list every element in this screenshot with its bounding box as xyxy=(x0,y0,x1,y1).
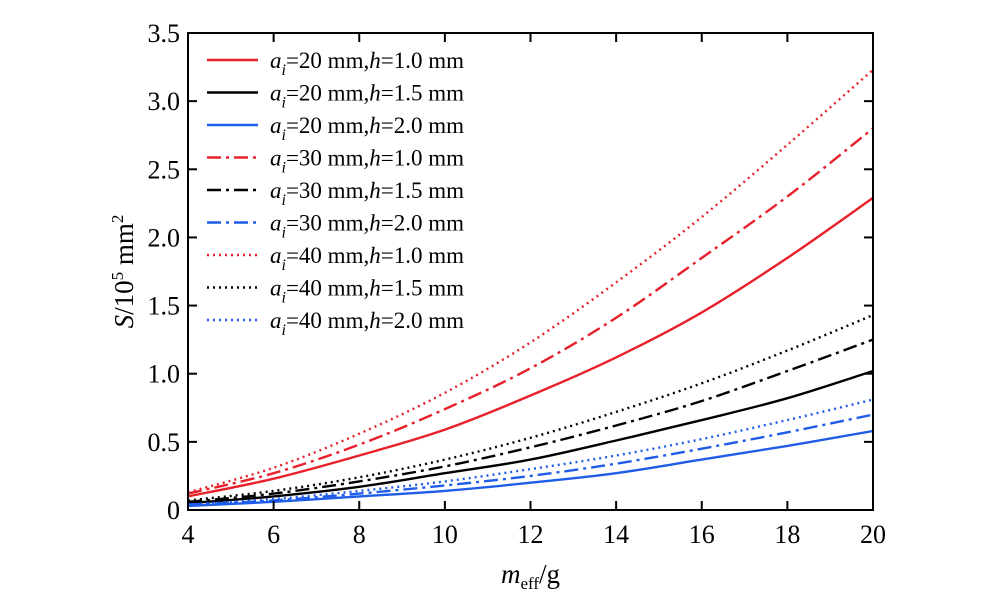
y-tick-label-3: 1.0 xyxy=(148,360,181,389)
x-tick-label-1: 4 xyxy=(182,520,195,549)
legend-item-9: ai=40 mm,h=2.0 mm xyxy=(207,308,464,339)
y-axis-label-unit: mm xyxy=(109,223,139,272)
legend-label-4: ai=30 mm,h=1.0 mm xyxy=(270,146,464,177)
legend-item-3: ai=20 mm,h=2.0 mm xyxy=(207,113,464,144)
x-axis-label-main: m xyxy=(501,559,521,589)
legend-item-5: ai=30 mm,h=1.5 mm xyxy=(207,178,464,209)
series-layer xyxy=(187,68,874,508)
y-tick-label-1: 0 xyxy=(167,496,180,525)
legend-label-5: ai=30 mm,h=1.5 mm xyxy=(270,178,464,209)
legend-item-6: ai=30 mm,h=2.0 mm xyxy=(207,211,464,242)
legend-label-6: ai=30 mm,h=2.0 mm xyxy=(270,211,464,242)
x-tick-label-4: 10 xyxy=(432,520,458,549)
series-line-5 xyxy=(187,338,874,503)
ticks-layer: 4 6 8 10 12 14 16 18 20 0 0.5 1.0 1.5 2.0 2.5 3.0 3.5 xyxy=(148,19,887,549)
series-line-1 xyxy=(187,196,874,498)
series-line-4 xyxy=(187,127,874,495)
legend-item-2: ai=20 mm,h=1.5 mm xyxy=(207,81,464,112)
series-line-3 xyxy=(187,429,874,508)
x-axis-label: meff/g xyxy=(501,559,560,593)
legend-item-7: ai=40 mm,h=1.0 mm xyxy=(207,243,464,274)
x-tick-label-7: 16 xyxy=(689,520,715,549)
legend-label-1: ai=20 mm,h=1.0 mm xyxy=(270,48,464,79)
x-tick-label-5: 12 xyxy=(518,520,544,549)
legend-label-9: ai=40 mm,h=2.0 mm xyxy=(270,308,464,339)
legend-item-8: ai=40 mm,h=1.5 mm xyxy=(207,276,464,307)
y-tick-label-8: 3.5 xyxy=(148,19,181,48)
y-tick-label-6: 2.5 xyxy=(148,155,181,184)
series-line-7 xyxy=(187,68,874,494)
series-line-6 xyxy=(187,413,874,506)
series-line-2 xyxy=(187,369,874,505)
legend-item-1: ai=20 mm,h=1.0 mm xyxy=(207,48,464,79)
series-line-8 xyxy=(187,313,874,502)
legend-label-7: ai=40 mm,h=1.0 mm xyxy=(270,243,464,274)
x-tick-label-8: 18 xyxy=(774,520,800,549)
x-tick-label-3: 8 xyxy=(353,520,366,549)
y-axis-label-mid: /10 xyxy=(109,280,139,315)
y-axis-label: S/105 mm2 xyxy=(108,215,139,329)
y-tick-label-2: 0.5 xyxy=(148,428,181,457)
legend-label-3: ai=20 mm,h=2.0 mm xyxy=(270,113,464,144)
x-axis-label-sub: eff xyxy=(520,574,539,593)
legend-label-8: ai=40 mm,h=1.5 mm xyxy=(270,276,464,307)
x-tick-label-6: 14 xyxy=(603,520,629,549)
legend-label-2: ai=20 mm,h=1.5 mm xyxy=(270,81,464,112)
y-axis-label-sup1: 5 xyxy=(108,272,127,281)
y-axis-label-main: S xyxy=(109,314,139,328)
legend-item-4: ai=30 mm,h=1.0 mm xyxy=(207,146,464,177)
x-axis-label-unit: /g xyxy=(539,559,560,589)
y-tick-label-7: 3.0 xyxy=(148,87,181,116)
y-axis-label-sup2: 2 xyxy=(108,215,127,224)
x-tick-label-2: 6 xyxy=(267,520,280,549)
x-tick-label-9: 20 xyxy=(860,520,886,549)
y-tick-label-4: 1.5 xyxy=(148,292,181,321)
y-tick-label-5: 2.0 xyxy=(148,223,181,252)
